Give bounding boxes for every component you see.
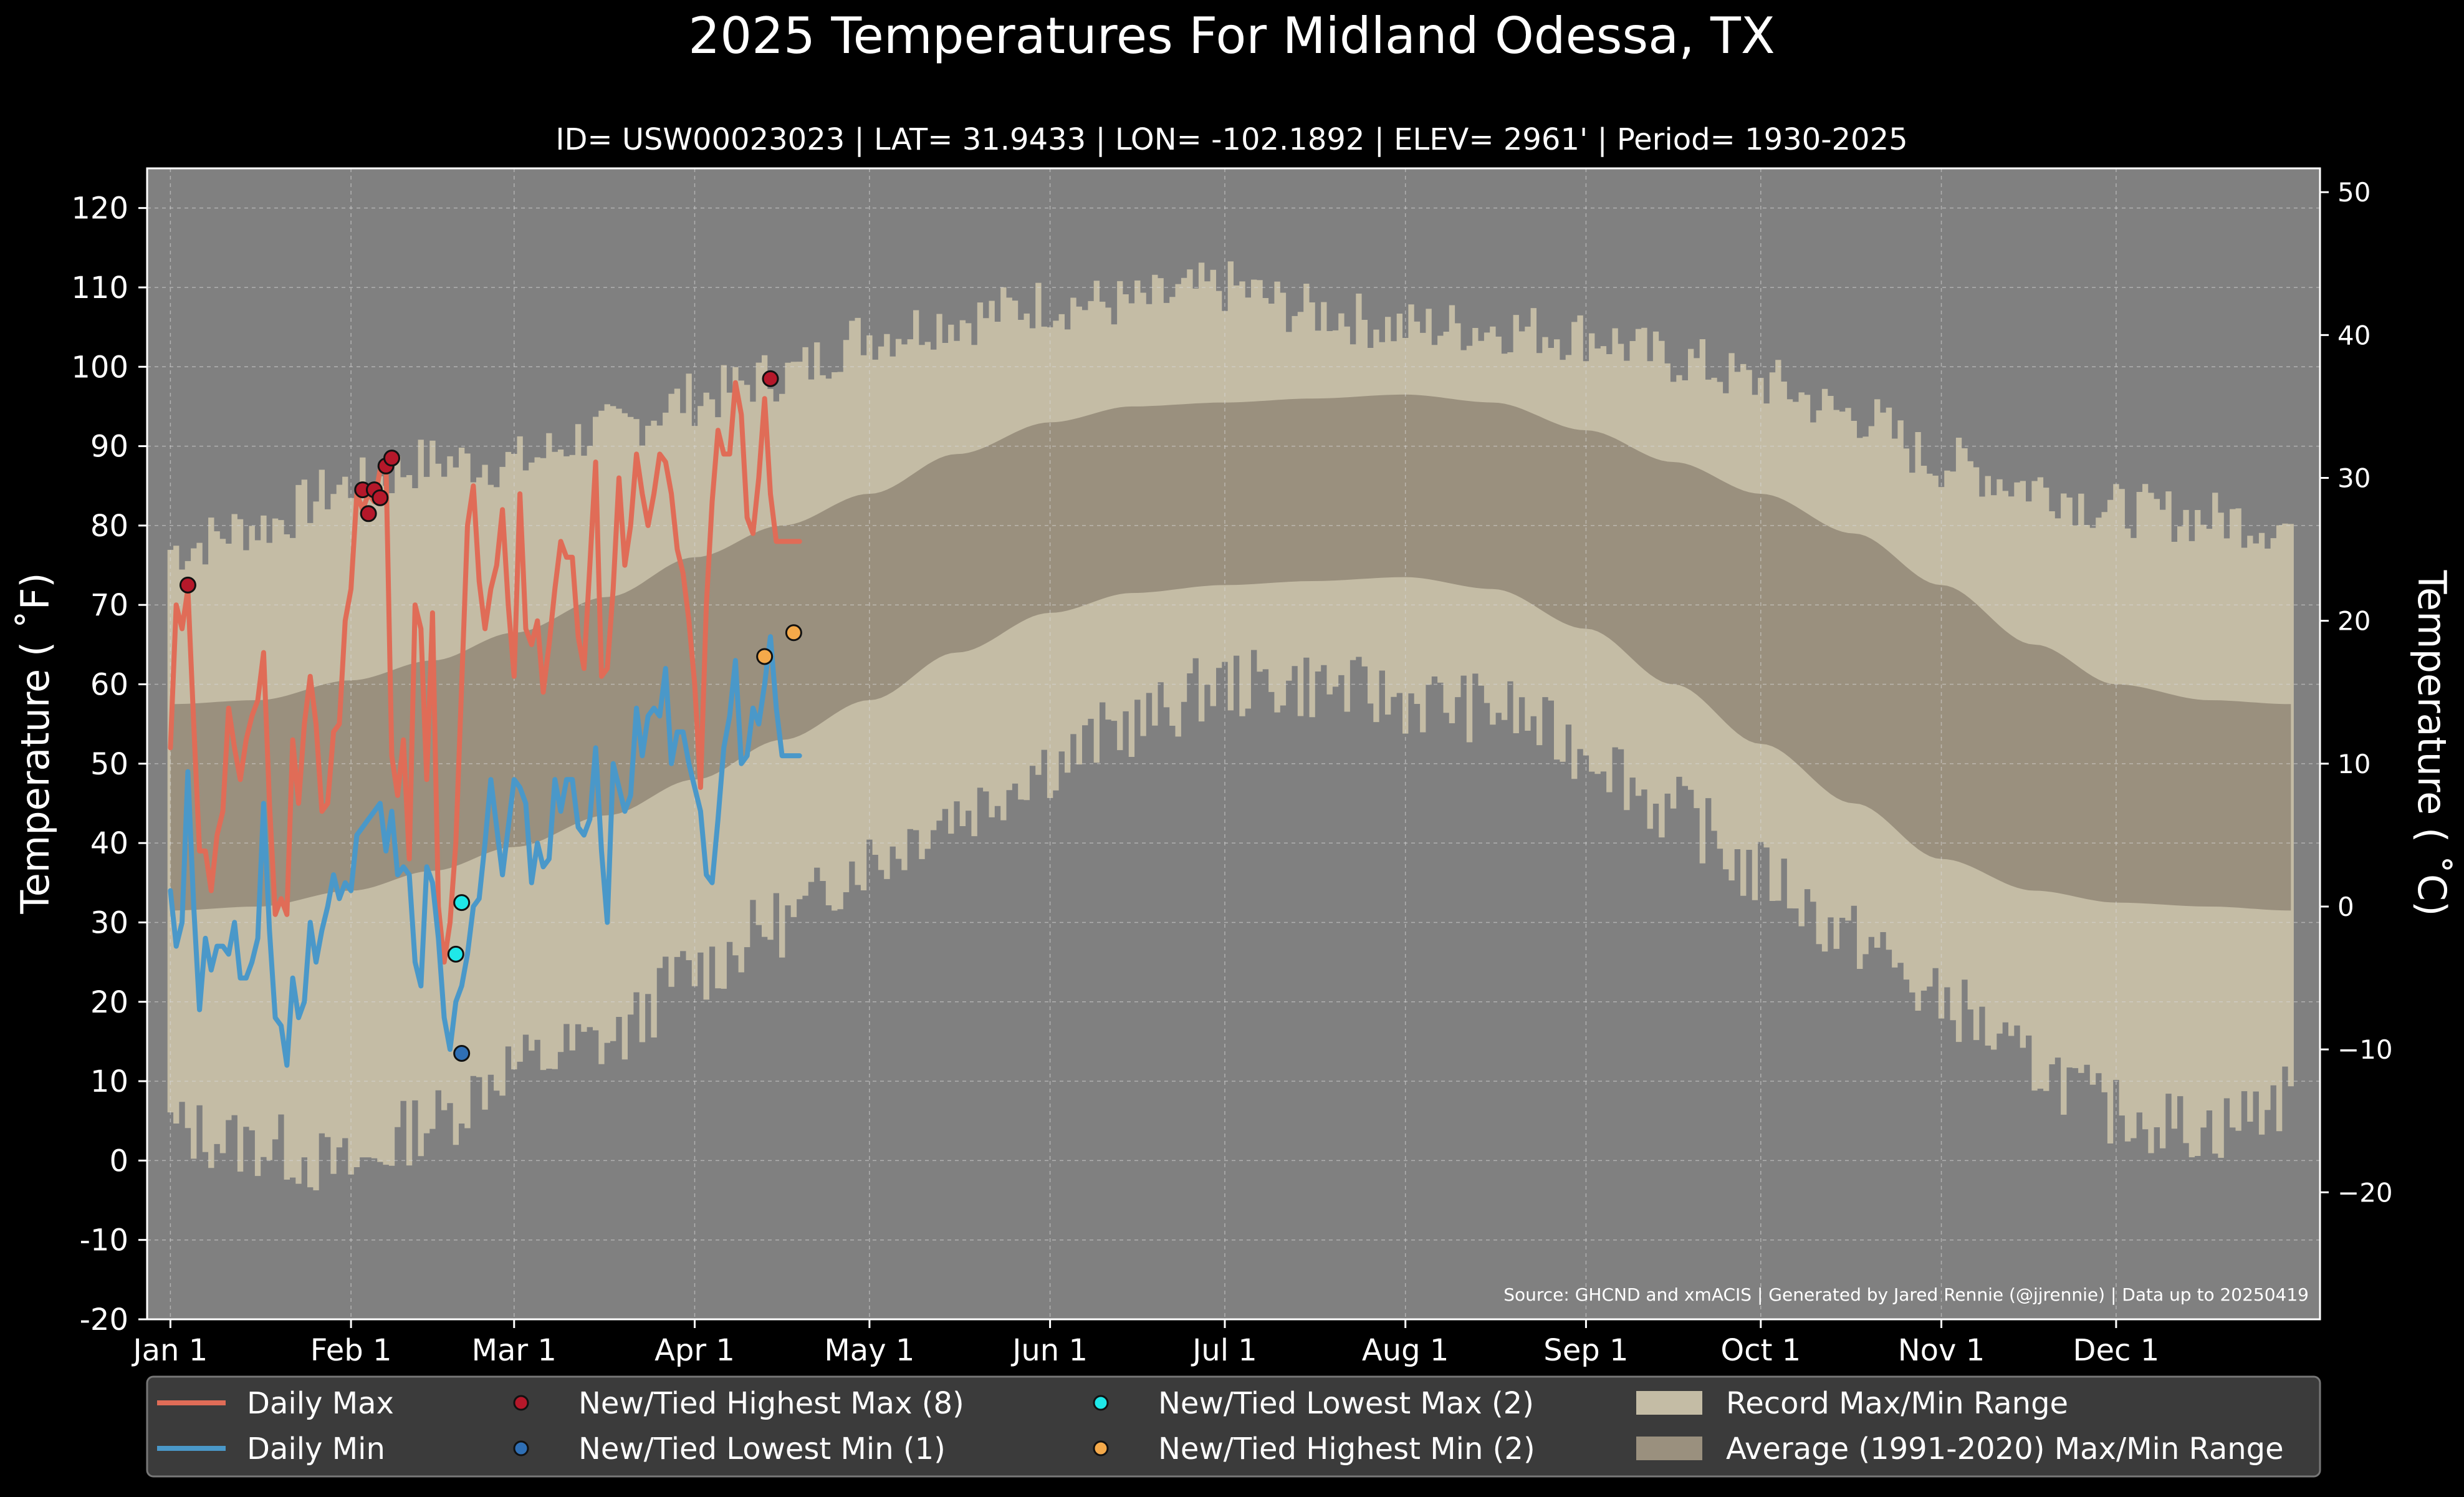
x-tick-label: Jul 1 [1191,1333,1257,1368]
y-tick-label: 10 [90,1064,128,1099]
legend-label-new-tied-lowest-min: New/Tied Lowest Min (1) [578,1432,946,1466]
y-right-tick-label: 50 [2337,177,2371,208]
legend-box [146,1375,2321,1478]
new-tied-lowest-max-marker [453,894,471,912]
legend-swatch-new-tied-highest-min [1093,1440,1109,1456]
y-tick-label: 30 [90,905,128,940]
x-tick-label: Oct 1 [1720,1333,1801,1368]
legend-label-average-max-min-range: Average (1991-2020) Max/Min Range [1726,1432,2284,1466]
x-tick-label: Feb 1 [310,1333,392,1368]
legend-swatch-new-tied-highest-max [513,1395,529,1411]
x-tick-label: May 1 [824,1333,914,1368]
x-tick-label: Apr 1 [654,1333,735,1368]
x-tick-label: Sep 1 [1543,1333,1628,1368]
y-tick-label: 80 [90,509,128,544]
y-tick-label: 110 [71,271,128,306]
y-axis-left: -20 -10 0 10 20 30 40 50 60 70 80 90 100 110 120 [71,191,147,1337]
record-markers [179,370,802,1062]
y-tick-label: 0 [109,1143,128,1178]
plot-frame [146,167,2321,1321]
plot-area: Source: GHCND and xmACIS | Generated by … [146,167,2321,1321]
x-tick-label: Nov 1 [1898,1333,1985,1368]
new-tied-lowest-min-marker [453,1045,471,1062]
y-tick-label: 120 [71,191,128,226]
legend-label-record-max-min-range: Record Max/Min Range [1726,1386,2068,1421]
legend-swatch-record-max-min-range [1636,1391,1702,1415]
y-tick-label: 50 [90,747,128,782]
y-tick-label: 40 [90,826,128,861]
x-tick-label: Aug 1 [1362,1333,1449,1368]
y-tick-label: 60 [90,668,128,703]
y-right-tick-label: 30 [2337,463,2371,494]
new-tied-highest-max-marker [179,576,196,594]
y-right-tick-label: −10 [2337,1034,2393,1065]
new-tied-highest-min-marker [785,624,802,642]
legend-label-daily-max: Daily Max [247,1386,394,1421]
y-right-tick-label: −20 [2337,1177,2393,1208]
x-tick-label: Jun 1 [1010,1333,1088,1368]
grid-lines [147,168,2320,1320]
new-tied-highest-max-marker [360,505,377,522]
daily-min-line [168,634,802,1068]
y-tick-label: -20 [80,1302,128,1337]
y-tick-label: 90 [90,430,128,465]
legend-swatch-average-max-min-range [1636,1437,1702,1460]
new-tied-lowest-max-marker [447,945,464,963]
legend-label-new-tied-highest-max: New/Tied Highest Max (8) [578,1386,964,1421]
new-tied-highest-max-marker [383,450,401,467]
y-axis-label-left: Temperature ( ˚F) [12,572,58,914]
legend-label-new-tied-lowest-max: New/Tied Lowest Max (2) [1158,1386,1534,1421]
new-tied-highest-min-marker [756,648,774,665]
y-tick-label: 70 [90,588,128,623]
legend-label-new-tied-highest-min: New/Tied Highest Min (2) [1158,1432,1535,1466]
y-right-tick-label: 20 [2337,606,2371,637]
legend-swatch-new-tied-lowest-min [513,1440,529,1456]
y-right-tick-label: 40 [2337,320,2371,350]
legend-swatch-new-tied-lowest-max [1093,1395,1109,1411]
chart-subtitle: ID= USW00023023 | LAT= 31.9433 | LON= -1… [555,122,1907,157]
y-right-tick-label: 10 [2337,749,2371,779]
y-axis-right: −20 −10 0 10 20 30 40 50 [2320,177,2393,1208]
legend: Daily Max Daily Min New/Tied Highest Max (… [146,1375,2321,1478]
record-range-band [167,261,2294,1191]
legend-label-daily-min: Daily Min [247,1432,385,1466]
source-note: Source: GHCND and xmACIS | Generated by … [1503,1284,2309,1305]
series-lines [168,380,802,1068]
x-tick-label: Jan 1 [131,1333,208,1368]
y-axis-label-right: Temperature ( ˚C) [2409,570,2455,917]
new-tied-highest-max-marker [372,489,389,506]
y-tick-label: 100 [71,350,128,385]
x-tick-label: Mar 1 [472,1333,557,1368]
x-axis: Jan 1 Feb 1 Mar 1 Apr 1 May 1 Jun 1 Jul 1 Aug 1… [131,1319,2159,1368]
chart-title: 2025 Temperatures For Midland Odessa, TX [688,7,1775,65]
daily-max-line [168,380,802,965]
y-tick-label: 20 [90,985,128,1020]
y-right-tick-label: 0 [2337,892,2354,922]
y-tick-label: -10 [80,1223,128,1258]
new-tied-highest-max-marker [762,370,779,387]
x-tick-label: Dec 1 [2073,1333,2160,1368]
